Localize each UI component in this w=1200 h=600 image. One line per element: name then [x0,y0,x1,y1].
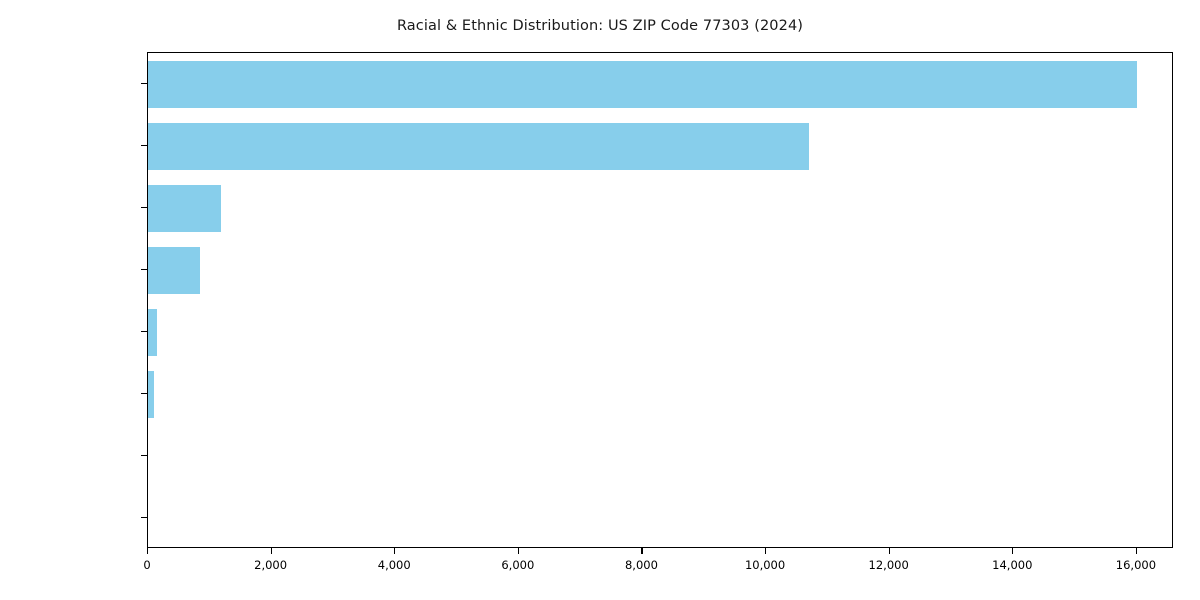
x-tick-label: 6,000 [501,558,535,572]
x-tick-mark [147,548,149,554]
y-tick-mark [141,393,147,395]
chart-title: Racial & Ethnic Distribution: US ZIP Cod… [396,18,804,34]
x-tick-label: 10,000 [744,558,786,572]
x-tick-mark [1135,548,1137,554]
bar [148,122,810,170]
y-tick-mark [141,269,147,271]
plot-area [147,52,1173,548]
x-tick-mark [641,548,643,554]
x-tick-label: 4,000 [377,558,411,572]
bar [148,370,154,418]
bar [148,308,157,356]
y-tick-mark [141,145,147,147]
x-tick-mark [1012,548,1014,554]
y-tick-mark [141,207,147,209]
x-tick-mark [394,548,396,554]
bar [148,246,200,294]
bar [148,184,221,232]
x-tick-mark [765,548,767,554]
y-tick-mark [141,331,147,333]
bars-layer [148,53,1172,547]
x-tick-label: 14,000 [992,558,1033,572]
x-tick-mark [517,548,519,554]
y-tick-mark [141,83,147,85]
x-tick-mark [270,548,272,554]
x-tick-label: 2,000 [254,558,288,572]
x-tick-label: 12,000 [868,558,909,572]
x-tick-label: 0 [143,558,151,572]
x-tick-label: 16,000 [1115,558,1157,572]
x-tick-label: 8,000 [624,558,658,572]
y-tick-mark [141,455,147,457]
x-tick-mark [888,548,890,554]
bar [148,60,1137,108]
y-tick-mark [141,517,147,519]
